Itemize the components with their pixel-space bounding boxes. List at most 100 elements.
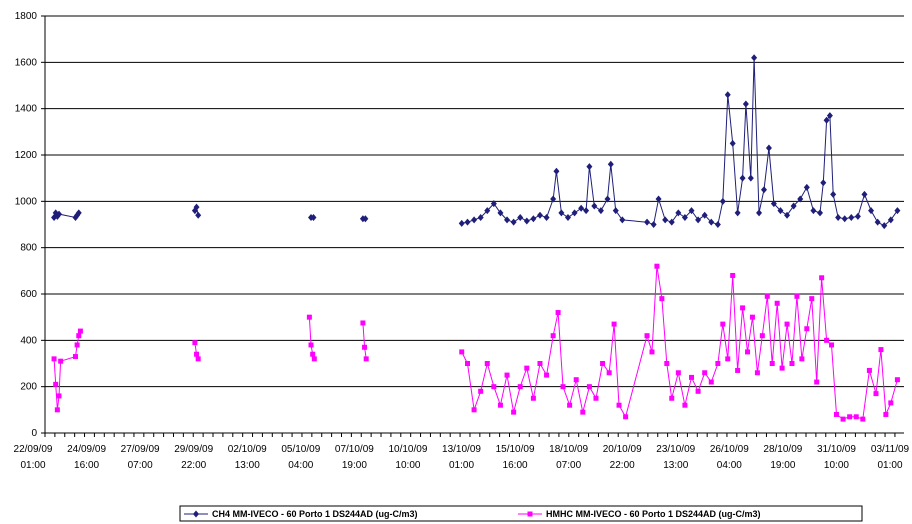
data-point [523,217,530,225]
y-tick-label: 200 [20,382,37,393]
data-point [894,207,901,215]
data-point [854,212,861,220]
data-point [724,91,731,99]
data-point [195,211,202,219]
data-point [593,395,599,401]
data-point [644,333,650,339]
data-point [820,179,827,187]
x-tick-label: 03/11/09 01:00 [871,444,910,471]
x-tick-label: 24/09/09 16:00 [67,444,106,471]
data-point [77,328,83,334]
data-point [195,356,201,362]
x-tick-label: 27/09/09 07:00 [121,444,160,471]
legend-marker [527,511,533,517]
data-point [464,218,471,226]
data-point [675,209,682,217]
data-point [76,333,82,339]
data-point [701,211,708,219]
data-point [51,356,57,362]
data-point [491,384,497,390]
data-point [511,409,517,415]
data-point [735,367,741,373]
data-point [504,216,511,224]
x-tick-label: 02/10/09 13:00 [228,444,267,471]
data-point [695,216,702,224]
data-point [779,365,785,371]
data-point [655,195,662,203]
legend-marker [193,510,199,518]
data-point [571,209,578,217]
data-point [536,211,543,219]
data-point [56,210,63,218]
data-point [306,314,312,320]
data-point [848,214,855,222]
data-point [490,200,497,208]
data-point [804,326,810,332]
data-point [669,395,675,401]
data-point [664,361,670,366]
data-point [824,337,830,343]
data-point [537,361,543,366]
data-point [659,296,665,302]
legend-label: HMHC MM-IVECO - 60 Porto 1 DS244AD (ug-C… [546,509,761,519]
data-point [600,361,606,366]
data-point [756,209,763,217]
data-point [484,207,491,215]
data-point [874,218,881,226]
data-point [819,275,825,281]
data-point [362,215,369,223]
y-tick-label: 1000 [15,196,38,207]
legend: CH4 MM-IVECO - 60 Porto 1 DS244AD (ug-C/… [179,505,863,522]
data-point [567,402,573,408]
x-tick-label: 10/10/09 10:00 [388,444,427,471]
data-point [739,174,746,182]
data-point [504,372,510,378]
data-point [689,374,695,380]
data-point [729,139,736,147]
data-point [725,356,731,362]
series-line [362,322,367,359]
data-point [765,144,772,152]
data-point [310,214,317,222]
data-point [860,416,866,422]
data-point [363,356,369,362]
series-layer [51,54,901,422]
x-tick-label: 28/10/09 19:00 [763,444,802,471]
data-point [790,202,797,210]
data-point [881,222,888,230]
data-point [558,209,565,217]
data-point [883,411,889,417]
data-point [543,214,550,222]
data-point [612,207,619,215]
data-point [823,116,830,124]
data-point [708,379,714,385]
data-point [604,195,611,203]
data-point [192,340,198,346]
data-point [799,356,805,362]
data-point [829,342,835,348]
data-point [310,351,316,357]
data-point [734,209,741,217]
data-point [544,372,550,378]
data-point [809,296,815,302]
data-point [769,361,775,366]
data-point [833,411,839,417]
data-point [497,209,504,217]
data-point [471,216,478,224]
data-point [54,407,60,413]
data-point [810,207,817,215]
data-point [745,349,751,355]
x-tick-label: 13/10/09 01:00 [442,444,481,471]
data-point [764,293,770,299]
grid-lines [41,15,904,434]
series-line [461,57,898,227]
data-point [894,377,900,383]
data-point [702,370,708,376]
data-point [794,293,800,299]
data-point [550,195,557,203]
data-point [586,163,593,171]
data-point [662,216,669,224]
data-point [695,388,701,394]
series-2 [51,263,900,422]
data-point [887,216,894,224]
